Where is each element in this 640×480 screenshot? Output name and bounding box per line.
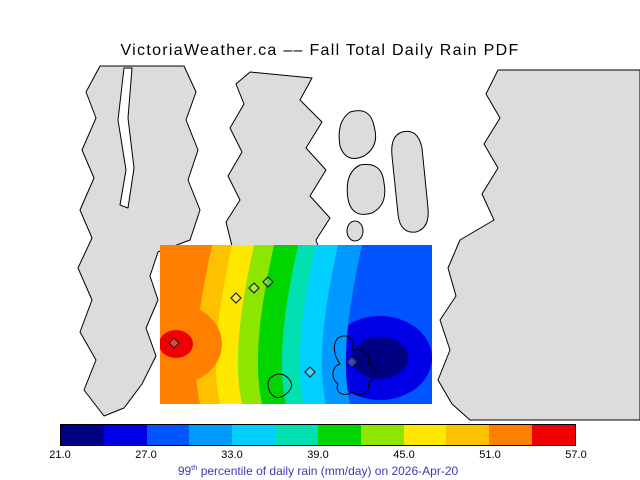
colorbar-segment: [146, 425, 190, 445]
colorbar: [60, 424, 576, 446]
colorbar-tick-label: 57.0: [565, 449, 587, 461]
colorbar-caption: 99th percentile of daily rain (mm/day) o…: [60, 463, 576, 478]
caption-rest: percentile of daily rain (mm/day) on 202…: [197, 464, 459, 478]
coastline-overlays: [267, 335, 376, 398]
colorbar-tick-label: 51.0: [479, 449, 501, 461]
colorbar-segment: [446, 425, 490, 445]
colorbar-tick-label: 39.0: [307, 449, 329, 461]
rain-contour-field: [160, 245, 432, 404]
colorbar-tick-label: 21.0: [49, 449, 71, 461]
colorbar-segment: [360, 425, 404, 445]
colorbar-segment: [403, 425, 447, 445]
inlet-water: [117, 67, 135, 209]
caption-prefix: 99: [177, 464, 192, 478]
land-east: [437, 69, 640, 421]
colorbar-tick-label: 33.0: [221, 449, 243, 461]
colorbar-segment: [489, 425, 533, 445]
colorbar-segment: [189, 425, 233, 445]
island-4: [391, 130, 429, 233]
station-marker: [262, 276, 274, 288]
colorbar-segment: [275, 425, 318, 445]
colorbar-tick-label: 27.0: [135, 449, 157, 461]
island-3: [346, 220, 364, 242]
colorbar-segment: [232, 425, 276, 445]
caption-superscript: th: [191, 463, 198, 472]
landmasses: [77, 65, 640, 421]
colorbar-segment: [103, 425, 147, 445]
high-rain-core: [160, 330, 193, 358]
colorbar-tick-label: 45.0: [393, 449, 415, 461]
colorbar-tick-labels: 21.0 27.0 33.0 39.0 45.0 51.0 57.0: [49, 449, 586, 462]
colorbar-segment: [61, 425, 104, 445]
victoria-coast-outline: [332, 335, 376, 395]
land-peninsula: [225, 71, 331, 247]
page-title: VictoriaWeather.ca –– Fall Total Daily R…: [120, 42, 520, 59]
station-marker: [230, 292, 242, 304]
station-marker: [248, 282, 260, 294]
island-2: [346, 163, 386, 215]
land-west: [77, 65, 201, 417]
colorbar-segment: [317, 425, 361, 445]
station-marker: [346, 356, 358, 368]
station-markers: [168, 276, 358, 378]
island-1: [338, 110, 377, 159]
lagoon-outline: [267, 373, 292, 398]
station-marker: [304, 366, 316, 378]
station-marker: [168, 337, 180, 349]
colorbar-segment: [532, 425, 575, 445]
low-rain-core: [352, 337, 408, 379]
